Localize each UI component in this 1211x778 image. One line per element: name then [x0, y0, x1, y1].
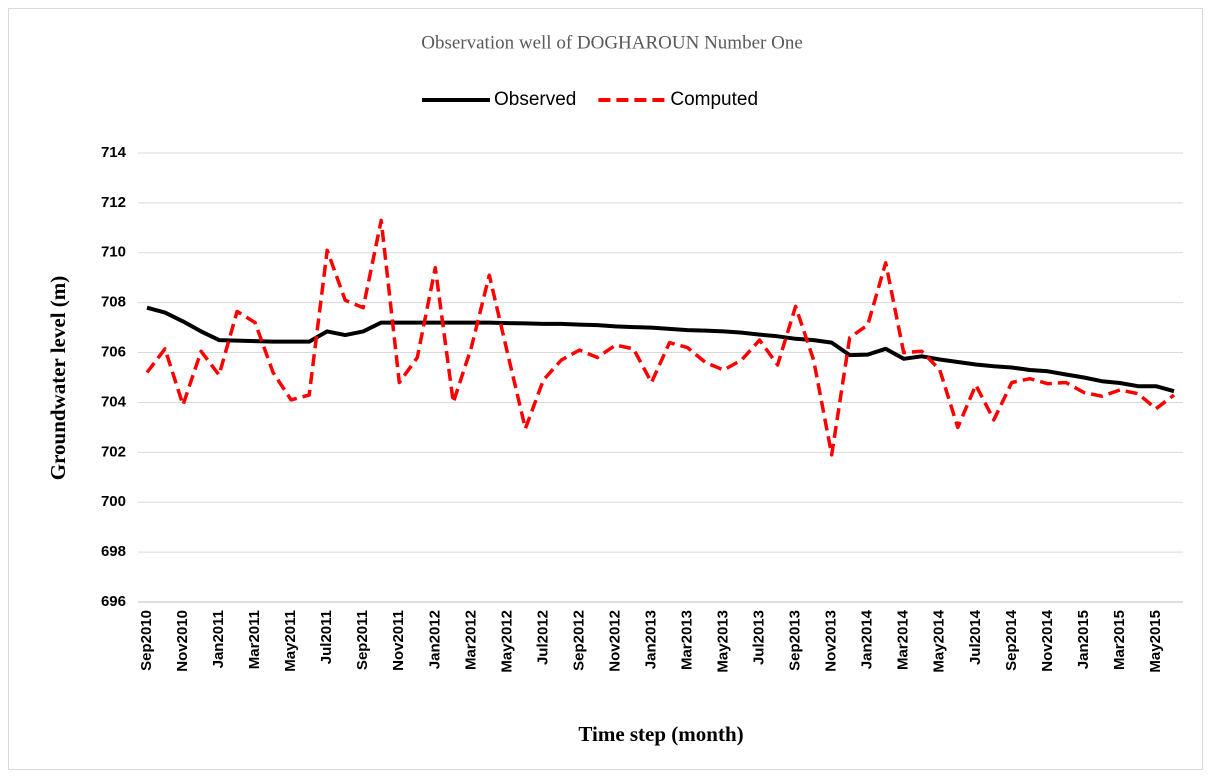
y-tick-label: 714 — [101, 144, 127, 161]
x-tick-label: Mar2012 — [462, 610, 479, 670]
x-tick-label: Nov2010 — [174, 610, 191, 672]
x-tick-label: Nov2012 — [606, 610, 623, 672]
y-tick-label: 710 — [101, 244, 126, 261]
series-line — [146, 305, 1175, 394]
x-tick-label: May2012 — [498, 610, 515, 673]
x-tick-label: May2015 — [1147, 610, 1164, 673]
y-tick-label: 706 — [101, 344, 126, 361]
x-tick-label: Nov2011 — [390, 610, 407, 671]
x-tick-label: May2014 — [931, 609, 948, 672]
y-tick-label: 700 — [101, 493, 126, 510]
x-tick-label: Jan2013 — [642, 610, 659, 669]
x-tick-label: Sep2013 — [787, 610, 804, 671]
y-tick-label: 698 — [101, 543, 126, 560]
legend-label: Observed — [494, 89, 576, 110]
x-tick-label: Mar2011 — [246, 610, 263, 669]
y-tick-label: 702 — [101, 443, 126, 460]
x-tick-label: Jul2011 — [318, 610, 335, 664]
x-tick-label: Jan2012 — [426, 610, 443, 669]
x-tick-label: Nov2014 — [1039, 609, 1056, 671]
x-tick-label: Sep2011 — [354, 610, 371, 670]
x-tick-label: Jul2014 — [967, 609, 984, 665]
x-tick-label: Mar2014 — [895, 609, 912, 670]
y-axis-title: Groundwater level (m) — [46, 276, 70, 481]
x-tick-label: Jan2011 — [210, 610, 227, 668]
x-tick-label: Sep2014 — [1003, 609, 1020, 671]
chart-border — [8, 8, 1203, 770]
x-tick-label: Jan2014 — [859, 609, 876, 669]
x-tick-label: Sep2012 — [570, 610, 587, 671]
y-tick-label: 696 — [101, 593, 126, 610]
x-tick-label: Jul2013 — [751, 610, 768, 665]
x-tick-label: Sep2010 — [138, 610, 155, 671]
chart-title: Observation well of DOGHAROUN Number One — [421, 32, 803, 53]
series-line — [145, 218, 1176, 457]
x-tick-label: May2013 — [715, 610, 732, 673]
x-tick-label: Mar2013 — [678, 610, 695, 670]
x-axis-title: Time step (month) — [578, 722, 743, 746]
y-tick-label: 704 — [101, 393, 127, 410]
x-tick-label: Jan2015 — [1075, 610, 1092, 669]
x-tick-label: May2011 — [282, 610, 299, 672]
x-tick-label: Jul2012 — [534, 610, 551, 665]
x-tick-label: Mar2015 — [1111, 610, 1128, 670]
y-tick-label: 712 — [101, 194, 126, 211]
x-tick-label: Nov2013 — [823, 610, 840, 672]
legend-label: Computed — [670, 89, 758, 110]
y-tick-label: 708 — [101, 294, 126, 311]
